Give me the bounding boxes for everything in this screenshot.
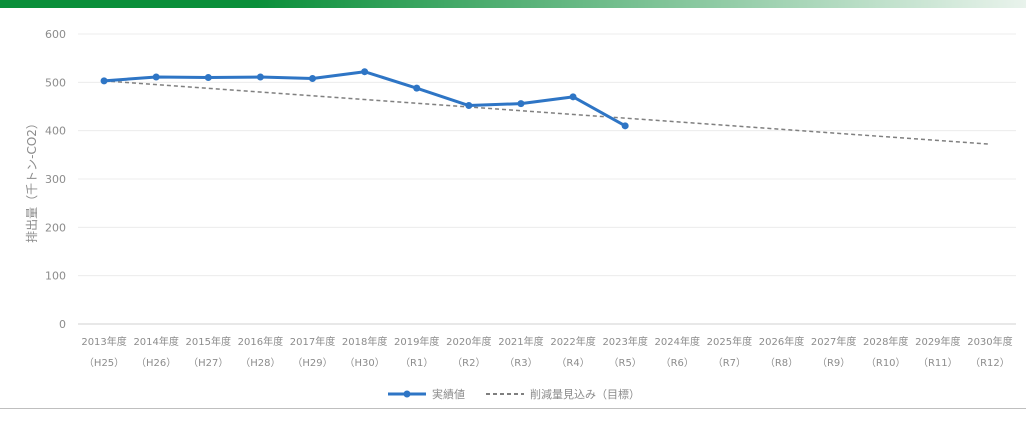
x-tick-label: 2019年度 bbox=[394, 335, 439, 348]
x-tick-label: 2015年度 bbox=[186, 335, 231, 348]
series-layer bbox=[100, 68, 990, 145]
y-tick-label: 200 bbox=[45, 221, 66, 234]
actual-data-point bbox=[152, 73, 160, 81]
x-tick-label: 2025年度 bbox=[707, 335, 752, 348]
x-tick-label: 2020年度 bbox=[446, 335, 491, 348]
actual-data-point bbox=[256, 73, 264, 81]
x-tick-era-label: （R1） bbox=[400, 357, 433, 369]
x-tick-label: 2023年度 bbox=[602, 335, 647, 348]
y-tick-label: 100 bbox=[45, 270, 66, 283]
x-tick-label: 2024年度 bbox=[655, 335, 700, 348]
x-tick-era-label: （R9） bbox=[817, 357, 850, 369]
legend: 実績値 削減量見込み（目標） bbox=[388, 387, 640, 401]
x-tick-era-label: （R2） bbox=[452, 357, 485, 369]
x-tick-era-label: （R6） bbox=[661, 357, 694, 369]
x-tick-label: 2029年度 bbox=[915, 335, 960, 348]
x-tick-label: 2026年度 bbox=[759, 335, 804, 348]
y-tick-label: 400 bbox=[45, 125, 66, 138]
x-tick-label: 2021年度 bbox=[498, 335, 543, 348]
x-tick-label: 2018年度 bbox=[342, 335, 387, 348]
legend-actual-marker bbox=[403, 390, 411, 398]
x-tick-era-label: （R7） bbox=[713, 357, 746, 369]
x-axis-ticks: 2013年度 （H25） 2014年度 （H26） 2015年度 （H27） 2016年度 （… bbox=[81, 335, 1012, 369]
x-tick-label: 2017年度 bbox=[290, 335, 335, 348]
y-tick-label: 0 bbox=[59, 318, 66, 331]
x-tick-label: 2022年度 bbox=[550, 335, 595, 348]
x-tick-era-label: （R11） bbox=[918, 357, 958, 369]
actual-data-point bbox=[465, 102, 473, 110]
x-tick-label: 2013年度 bbox=[81, 335, 126, 348]
x-tick-label: 2016年度 bbox=[238, 335, 283, 348]
x-tick-era-label: （R3） bbox=[504, 357, 537, 369]
y-tick-label: 500 bbox=[45, 76, 66, 89]
actual-data-point bbox=[621, 122, 629, 130]
x-tick-era-label: （R12） bbox=[970, 357, 1010, 369]
x-tick-label: 2027年度 bbox=[811, 335, 856, 348]
actual-data-point bbox=[413, 84, 421, 92]
bottom-rule bbox=[0, 408, 1026, 409]
actual-data-point bbox=[204, 74, 212, 81]
x-tick-era-label: （H28） bbox=[240, 357, 280, 369]
x-tick-era-label: （H29） bbox=[292, 357, 332, 369]
x-tick-label: 2028年度 bbox=[863, 335, 908, 348]
legend-actual-label: 実績値 bbox=[432, 387, 465, 401]
x-tick-era-label: （H30） bbox=[344, 357, 384, 369]
x-tick-label: 2014年度 bbox=[133, 335, 178, 348]
x-tick-era-label: （H26） bbox=[136, 357, 176, 369]
actual-data-point bbox=[517, 100, 525, 108]
gridlines bbox=[78, 33, 1016, 325]
y-tick-label: 300 bbox=[45, 173, 66, 186]
actual-data-point bbox=[569, 93, 577, 101]
x-tick-label: 2030年度 bbox=[967, 335, 1012, 348]
x-tick-era-label: （R10） bbox=[866, 357, 906, 369]
actual-data-point bbox=[100, 77, 108, 85]
y-axis-label: 排出量（千トン-CO2） bbox=[25, 117, 39, 243]
actual-data-point bbox=[309, 74, 316, 82]
x-tick-era-label: （R5） bbox=[609, 357, 642, 369]
x-tick-era-label: （H25） bbox=[84, 357, 124, 369]
x-tick-era-label: （H27） bbox=[188, 357, 228, 369]
legend-target-label: 削減量見込み（目標） bbox=[530, 387, 640, 401]
target-series-line bbox=[104, 80, 990, 145]
x-tick-era-label: （R8） bbox=[765, 357, 798, 369]
actual-data-point bbox=[361, 68, 369, 76]
x-tick-era-label: （R4） bbox=[556, 357, 589, 369]
header-gradient-bar bbox=[0, 0, 1026, 8]
y-tick-label: 600 bbox=[45, 28, 66, 41]
y-axis-ticks: 0 100 200 300 400 500 600 bbox=[45, 28, 66, 331]
